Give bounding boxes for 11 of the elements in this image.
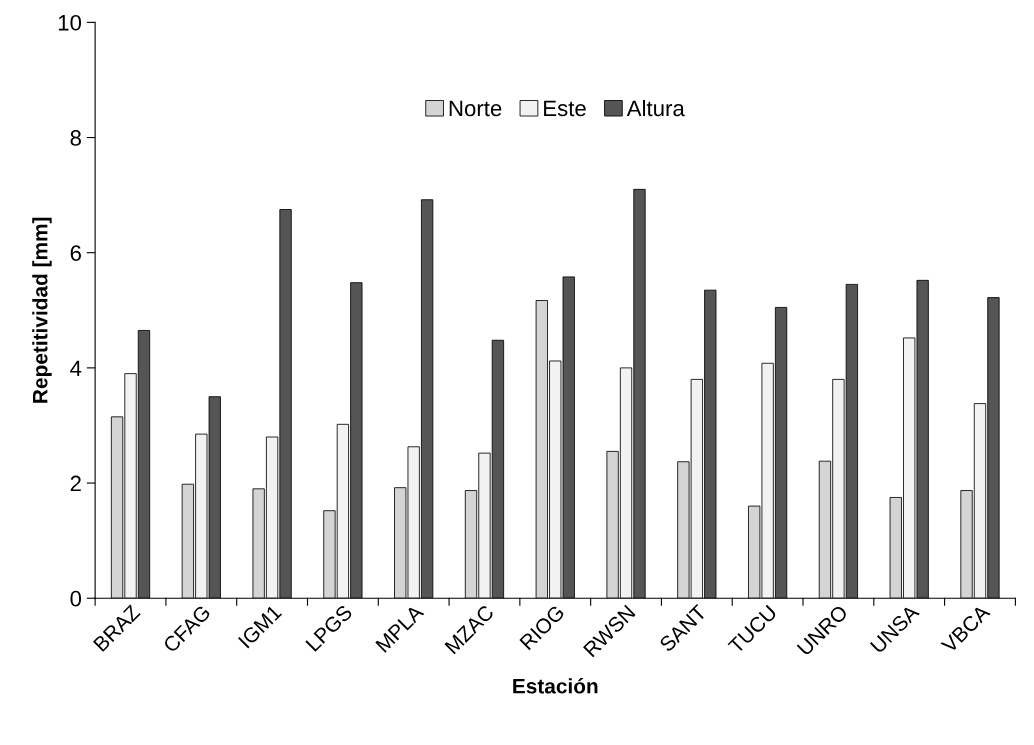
y-tick-label: 2 xyxy=(70,475,81,492)
legend-label: Norte xyxy=(449,100,502,117)
legend-label: Altura xyxy=(626,99,685,117)
y-tick-label: 8 xyxy=(70,130,81,146)
x-axis-title: Estación xyxy=(513,678,598,694)
y-tick-label: 6 xyxy=(70,245,81,261)
y-tick-label: 0 xyxy=(70,590,82,607)
y-axis-title: Repetitividad [mm] xyxy=(32,217,52,403)
legend-label: Este xyxy=(544,100,586,117)
y-tick-label: 4 xyxy=(70,360,82,376)
y-tick-label: 10 xyxy=(58,14,82,31)
